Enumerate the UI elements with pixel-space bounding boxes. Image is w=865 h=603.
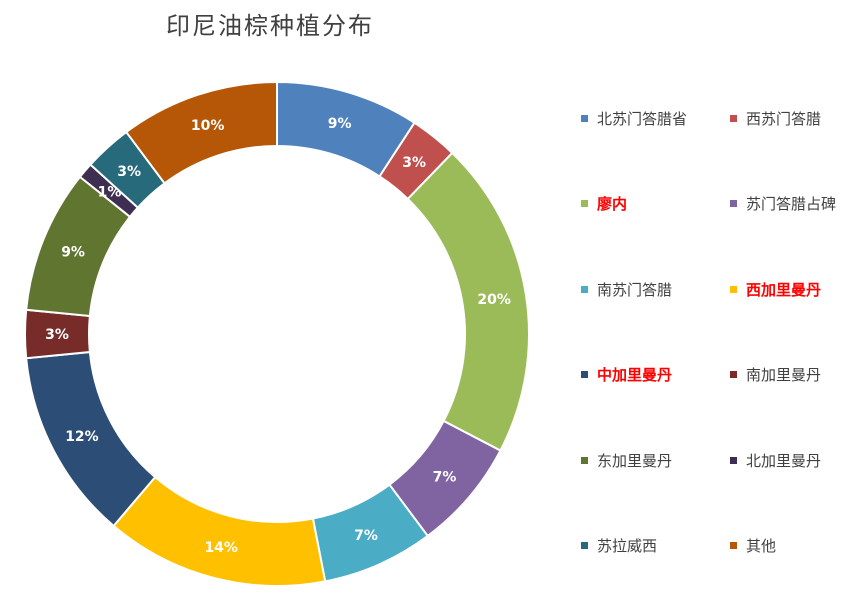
legend-label: 西加里曼丹 [746, 280, 822, 299]
legend-label: 北苏门答腊省 [597, 109, 688, 128]
legend-swatch [581, 456, 588, 464]
legend-label: 苏门答腊占碑 [746, 195, 837, 213]
legend-item: 苏门答腊占碑 [730, 193, 836, 215]
slice-data-label: 7% [354, 528, 378, 544]
slice-data-label: 7% [433, 470, 457, 486]
legend-label: 西苏门答腊 [746, 109, 822, 128]
legend-item: 中加里曼丹 [581, 364, 672, 386]
legend-item: 东加里曼丹 [581, 449, 672, 471]
legend-swatch [730, 456, 737, 464]
legend-label: 东加里曼丹 [597, 451, 673, 470]
slice-data-label: 9% [61, 244, 85, 260]
legend-label: 南加里曼丹 [746, 366, 822, 384]
legend-swatch [730, 371, 737, 378]
legend-label: 北加里曼丹 [746, 451, 822, 470]
legend-item: 其他 [730, 535, 776, 557]
legend-item: 北加里曼丹 [730, 449, 821, 471]
slice-data-label: 20% [477, 292, 511, 308]
slice-data-label: 9% [328, 116, 352, 132]
legend-item: 西加里曼丹 [730, 278, 821, 300]
slice-data-label: 3% [402, 155, 426, 171]
slice-data-label: 3% [45, 327, 69, 343]
chart-title: 印尼油棕种植分布 [166, 12, 374, 40]
legend-swatch [581, 371, 588, 378]
legend-swatch [581, 285, 588, 293]
slice-data-label: 10% [191, 118, 225, 134]
legend-swatch [581, 200, 588, 207]
legend-item: 南苏门答腊 [581, 278, 672, 300]
slice-data-label: 12% [65, 429, 99, 445]
legend-swatch [581, 114, 588, 122]
legend-item: 廖内 [581, 193, 627, 215]
legend-label: 其他 [746, 537, 777, 555]
slice-data-label: 14% [204, 540, 238, 556]
legend-item: 南加里曼丹 [730, 364, 821, 386]
legend-label: 廖内 [597, 195, 628, 213]
legend-swatch [581, 542, 588, 549]
legend-label: 苏拉威西 [597, 537, 658, 555]
legend-item: 苏拉威西 [581, 535, 657, 557]
legend-label: 中加里曼丹 [597, 366, 673, 384]
legend-swatch [730, 285, 737, 293]
donut-slice [112, 475, 327, 587]
legend-item: 西苏门答腊 [730, 107, 821, 129]
legend-swatch [730, 200, 737, 207]
legend-swatch [730, 114, 737, 122]
donut-slice [124, 80, 278, 185]
legend-swatch [730, 542, 737, 549]
legend-item: 北苏门答腊省 [581, 107, 687, 129]
legend-label: 南苏门答腊 [597, 280, 673, 299]
slice-data-label: 3% [117, 164, 141, 180]
